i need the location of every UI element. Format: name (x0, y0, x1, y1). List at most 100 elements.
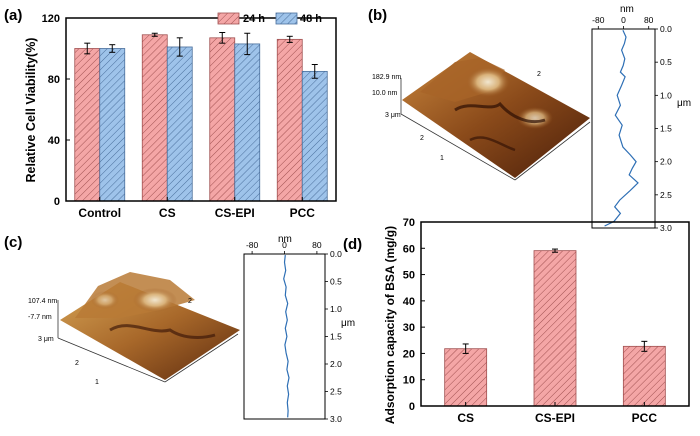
a-xtick-label: PCC (290, 206, 316, 220)
d-ytick-label: 60 (403, 243, 415, 255)
panel-d-y-axis-label: Adsorption capacity of BSA (mg/g) (383, 226, 397, 424)
afm-b-peak-2 (517, 107, 553, 129)
afm_c-xtick-label: 0 (282, 240, 287, 250)
a-bar-cs-48h (166, 46, 193, 202)
panel-d-label: (d) (343, 236, 362, 253)
afm-b-zmax: 182.9 nm (372, 74, 401, 81)
afm_c-xtick-label: -80 (246, 240, 259, 250)
afm-c-tick-2: 2 (75, 360, 79, 367)
afm-b-zmin: 10.0 nm (372, 90, 397, 97)
profile-c-unit-top: nm (278, 234, 292, 245)
afm-c-tick-3: 2 (188, 298, 192, 305)
afm-b-peak (466, 67, 510, 97)
afm_b-xtick-label: 80 (644, 15, 654, 25)
a-xtick-label: Control (78, 206, 121, 220)
a-ytick-label: 0 (54, 196, 60, 208)
afm_b-xtick-label: 0 (621, 15, 626, 25)
d-bar-cs-epi (533, 250, 577, 407)
d-xtick-label: CS (457, 411, 474, 425)
panel-a-label: (a) (4, 7, 22, 24)
afm-c-zmin: -7.7 nm (28, 314, 52, 321)
d-bar-cs (444, 348, 488, 407)
profile-c-y-unit: μm (341, 318, 355, 329)
afm-c-yaxis-label: 3 μm (38, 336, 54, 343)
afm-b-tick-3: 2 (537, 71, 541, 78)
a-bar-control-24h (74, 48, 101, 202)
profile-b-line (604, 30, 639, 227)
afm_b-ytick-label: 0.5 (660, 57, 672, 67)
d-bar-pcc (622, 345, 666, 407)
afm-c-peak-2 (91, 291, 119, 309)
afm-b-valley-2 (469, 136, 516, 152)
panel-b-label: (b) (368, 7, 387, 24)
afm_b-ytick-label: 3.0 (660, 223, 672, 233)
a-bar-cs-epi-48h (234, 43, 261, 202)
profile-c-line (283, 255, 290, 418)
profile-c-frame (243, 253, 326, 420)
a-bar-pcc-24h (276, 38, 303, 202)
afm-b-valley (454, 101, 546, 124)
afm_b-ytick-label: 1.5 (660, 124, 672, 134)
afm_c-ytick-label: 1.0 (330, 304, 342, 314)
afm_b-ytick-label: 2.5 (660, 190, 672, 200)
a-ytick-label: 40 (48, 135, 60, 147)
panel-c-profile: nm -80 0 80 0.0 0.5 1.0 1.5 2.0 2.5 3.0 μm (243, 234, 355, 424)
afm_c-ytick-label: 3.0 (330, 414, 342, 424)
afm-c-tick-1: 1 (95, 379, 99, 386)
panel-b-afm-surface: 182.9 nm 10.0 nm 3 μm 1 2 2 (372, 52, 591, 181)
a-bar-cs-24h (141, 34, 168, 202)
panel-b-profile: nm -80 0 80 0.0 0.5 1.0 1.5 2.0 2.5 3.0 μm (591, 4, 691, 233)
a-xtick-label: CS-EPI (215, 206, 255, 220)
afm_c-ytick-label: 2.5 (330, 387, 342, 397)
d-ytick-label: 40 (403, 296, 415, 308)
afm-b-tick-2: 2 (420, 135, 424, 142)
afm-b-yaxis-label: 3 μm (385, 112, 401, 119)
panel-c-afm-surface: 107.4 nm -7.7 nm 3 μm 1 2 2 (28, 272, 240, 386)
panel-a-legend: 24 h 48 h (217, 12, 322, 25)
afm_b-ytick-label: 0.0 (660, 24, 672, 34)
afm_c-ytick-label: 1.5 (330, 332, 342, 342)
afm_b-ytick-label: 1.0 (660, 90, 672, 100)
afm_b-ytick-label: 2.0 (660, 157, 672, 167)
afm-c-peak (133, 288, 177, 312)
a-ytick-label: 120 (42, 13, 60, 25)
afm-b-tick-1: 1 (440, 155, 444, 162)
panel-a-chart: 0 40 80 120 Control CS CS-EPI PCC Relative Cel… (24, 12, 337, 220)
afm-b-axis-right (514, 121, 591, 181)
afm-c-axis-left (57, 337, 166, 383)
d-ytick-label: 20 (403, 348, 415, 360)
panel-c-label: (c) (4, 234, 22, 251)
a-bar-control-48h (99, 48, 126, 202)
afm-c-zmax: 107.4 nm (28, 298, 57, 305)
d-xtick-label: PCC (632, 411, 658, 425)
d-ytick-label: 30 (403, 322, 415, 334)
afm_c-ytick-label: 0.0 (330, 249, 342, 259)
legend-swatch-24h (217, 12, 240, 25)
d-ytick-label: 0 (409, 401, 415, 413)
afm-c-axis-right (164, 333, 239, 383)
profile-b-unit-top: nm (620, 4, 634, 15)
profile-b-y-unit: μm (677, 98, 691, 109)
a-bar-pcc-48h (301, 70, 328, 202)
legend-swatch-48h (275, 12, 298, 25)
afm-c-valley (109, 324, 216, 339)
d-ytick-label: 10 (403, 375, 415, 387)
panel-a-frame (65, 17, 337, 202)
afm_c-ytick-label: 0.5 (330, 277, 342, 287)
legend-label-24h: 24 h (243, 13, 265, 25)
a-ytick-label: 80 (48, 74, 60, 86)
afm_b-xtick-label: -80 (592, 15, 605, 25)
d-ytick-label: 70 (403, 217, 415, 229)
profile-b-frame (591, 28, 656, 229)
legend-label-48h: 48 h (300, 13, 322, 25)
panel-d-chart: 0 10 20 30 40 50 60 70 CS CS-EPI PCC Adsorption c… (383, 217, 690, 425)
panel-a-y-axis-label: Relative Cell Viability(%) (24, 38, 38, 183)
d-ytick-label: 50 (403, 270, 415, 282)
afm_c-xtick-label: 80 (312, 240, 322, 250)
a-bar-cs-epi-24h (209, 37, 236, 202)
d-xtick-label: CS-EPI (535, 411, 575, 425)
afm_c-ytick-label: 2.0 (330, 359, 342, 369)
a-xtick-label: CS (159, 206, 176, 220)
afm-b-axis-left (400, 113, 516, 181)
